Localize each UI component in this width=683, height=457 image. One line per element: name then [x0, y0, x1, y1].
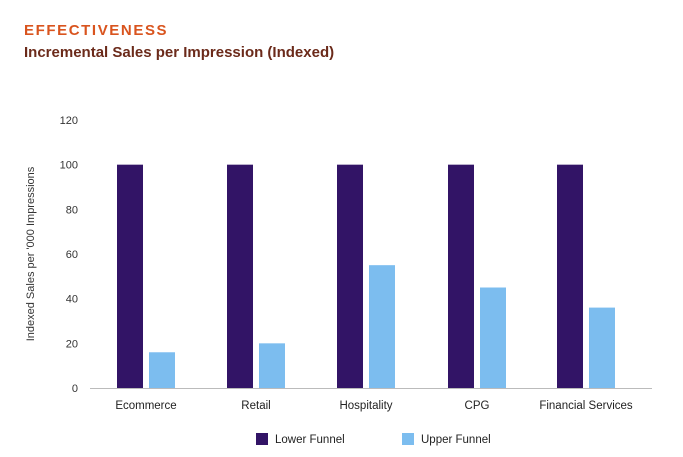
legend-label: Upper Funnel: [421, 434, 491, 446]
legend: Lower Funnel Upper Funnel: [256, 433, 491, 446]
bar-upper-funnel: [259, 343, 285, 388]
bar-lower-funnel: [448, 164, 474, 388]
bar-upper-funnel: [480, 287, 506, 388]
bar-lower-funnel: [557, 164, 583, 388]
bars-group: [117, 164, 615, 388]
bar-upper-funnel: [149, 352, 175, 388]
x-tick-label: Hospitality: [339, 400, 392, 412]
y-tick-label: 80: [66, 204, 78, 216]
legend-label: Lower Funnel: [275, 434, 345, 446]
section-eyebrow: EFFECTIVENESS: [24, 22, 169, 39]
bar-upper-funnel: [369, 265, 395, 388]
bar-lower-funnel: [337, 164, 363, 388]
y-axis-label: Indexed Sales per '000 Impressions: [25, 166, 37, 341]
y-tick-label: 20: [66, 338, 78, 350]
x-tick-label: Retail: [241, 400, 270, 412]
legend-swatch: [402, 433, 414, 445]
chart-title: Incremental Sales per Impression (Indexe…: [24, 44, 335, 61]
x-tick-label: Financial Services: [539, 400, 633, 412]
x-tick-label: Ecommerce: [115, 400, 176, 412]
y-tick-label: 60: [66, 249, 78, 261]
x-tick-label: CPG: [465, 400, 490, 412]
y-tick-label: 100: [60, 160, 78, 172]
y-tick-label: 0: [72, 383, 78, 395]
bar-upper-funnel: [589, 307, 615, 388]
y-tick-label: 120: [60, 115, 78, 127]
legend-swatch: [256, 433, 268, 445]
bar-lower-funnel: [117, 164, 143, 388]
y-tick-label: 40: [66, 294, 78, 306]
y-axis-ticks: 0 20 40 60 80 100 120: [60, 115, 78, 395]
bar-lower-funnel: [227, 164, 253, 388]
x-axis-labels: Ecommerce Retail Hospitality CPG Financial S…: [115, 400, 633, 412]
